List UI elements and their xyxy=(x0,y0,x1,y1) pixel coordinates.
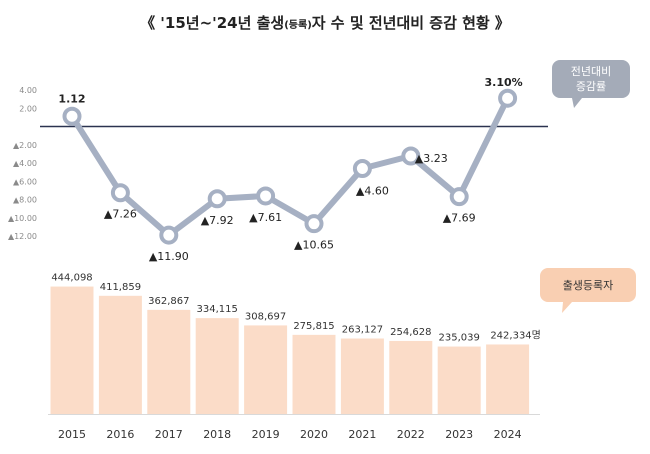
births-legend-callout xyxy=(540,268,636,313)
year-label: 2022 xyxy=(397,428,425,441)
year-axis: 2015 2016 2017 2018 2019 2020 2021 2022 2023 2024 xyxy=(58,428,522,441)
year-label: 2023 xyxy=(445,428,473,441)
rate-value-label: ▲3.23 xyxy=(415,152,448,165)
rate-point xyxy=(110,183,130,203)
births-bar xyxy=(340,338,384,414)
title-suffix: 자 수 및 전년대비 증감 현황 》 xyxy=(311,14,510,32)
rate-value-label: ▲7.69 xyxy=(443,212,476,225)
year-label: 2024 xyxy=(494,428,522,441)
rate-legend-callout xyxy=(552,60,630,108)
rate-value-label: ▲7.92 xyxy=(201,214,234,227)
rate-y-tick-label: ▲4.00 xyxy=(13,159,37,168)
title-prefix: 《 '15년~'24년 출생 xyxy=(140,14,285,32)
births-bars: 444,098 411,859 362,867 334,115 308,697 275,8… xyxy=(48,273,541,415)
births-bar xyxy=(486,344,530,414)
births-value-label: 242,334명 xyxy=(490,329,541,341)
rate-y-tick-label: ▲2.00 xyxy=(13,141,37,150)
births-legend-label: 출생등록자 xyxy=(563,279,614,292)
rate-y-axis: 4.00 2.00 ▲2.00 ▲4.00 ▲6.00 ▲8.00 ▲10.00 ▲12.00 xyxy=(8,86,37,241)
year-label: 2018 xyxy=(203,428,231,441)
births-bar xyxy=(195,318,239,414)
year-label: 2016 xyxy=(106,428,134,441)
births-value-label: 308,697 xyxy=(245,311,286,322)
births-bar xyxy=(244,325,288,414)
rate-point xyxy=(352,158,372,178)
rate-value-label: 3.10% xyxy=(485,76,523,89)
rate-value-label: ▲11.90 xyxy=(149,250,189,263)
rate-value-label: ▲7.61 xyxy=(249,211,282,224)
rate-value-label: 1.12 xyxy=(58,92,85,105)
rate-point xyxy=(256,186,276,206)
year-label: 2020 xyxy=(300,428,328,441)
births-value-label: 263,127 xyxy=(342,324,383,335)
births-value-label: 334,115 xyxy=(197,304,238,315)
births-bar xyxy=(389,340,433,414)
rate-point xyxy=(62,106,82,126)
births-bar xyxy=(292,334,336,414)
rate-series-line xyxy=(69,95,511,239)
rate-y-tick-label: ▲12.00 xyxy=(8,232,37,241)
rate-line: 1.12 ▲7.26 ▲11.90 ▲7.92 ▲7.61 ▲10.65 ▲4.60 ▲3.2… xyxy=(40,76,548,263)
births-bar xyxy=(98,295,142,414)
births-value-label: 362,867 xyxy=(148,296,189,307)
births-bar xyxy=(437,346,481,414)
rate-y-tick-label: 2.00 xyxy=(19,104,37,113)
rate-y-tick-label: ▲8.00 xyxy=(13,196,37,205)
rate-y-tick-label: ▲10.00 xyxy=(8,214,37,223)
births-value-label: 444,098 xyxy=(51,273,92,284)
rate-value-label: ▲7.26 xyxy=(104,208,137,221)
year-label: 2015 xyxy=(58,428,86,441)
rate-point xyxy=(207,189,227,209)
rate-value-label: ▲4.60 xyxy=(356,184,389,197)
rate-point xyxy=(449,187,469,207)
births-value-label: 254,628 xyxy=(390,327,431,338)
title-small: (등록) xyxy=(284,20,312,31)
year-label: 2019 xyxy=(252,428,280,441)
rate-legend-label-line1: 전년대비 xyxy=(571,65,611,78)
page-title: 《 '15년~'24년 출생(등록)자 수 및 전년대비 증감 현황 》 xyxy=(0,12,650,33)
births-bar xyxy=(50,286,94,414)
rate-y-tick-label: 4.00 xyxy=(19,86,37,95)
births-value-label: 411,859 xyxy=(100,282,141,293)
rate-point xyxy=(304,214,324,234)
births-value-label: 235,039 xyxy=(439,333,480,344)
rate-value-label: ▲10.65 xyxy=(294,239,334,252)
rate-point xyxy=(498,88,518,108)
year-label: 2021 xyxy=(348,428,376,441)
rate-point xyxy=(159,225,179,245)
births-bar xyxy=(147,309,191,414)
rate-legend-label-line2: 증감률 xyxy=(576,80,606,93)
year-label: 2017 xyxy=(155,428,183,441)
rate-point xyxy=(401,146,421,166)
rate-y-tick-label: ▲6.00 xyxy=(13,177,37,186)
births-value-label: 275,815 xyxy=(293,321,334,332)
